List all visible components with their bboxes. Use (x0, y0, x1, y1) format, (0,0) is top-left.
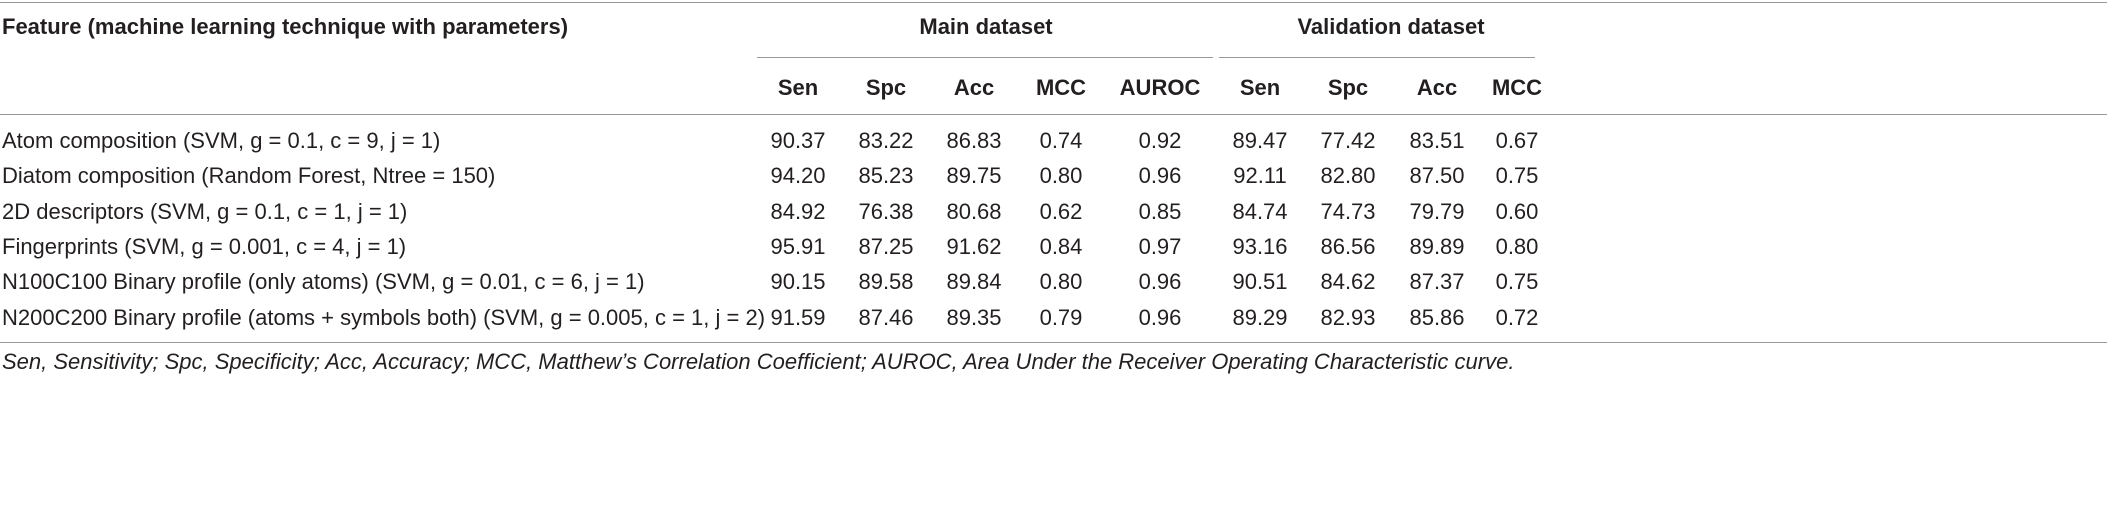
cell-value: 0.84 (1039, 233, 1083, 259)
cell-value: 80.68 (946, 198, 1002, 224)
cell-value: 90.51 (1232, 269, 1288, 295)
cell-value: 0.72 (1495, 304, 1539, 330)
cell-value: 0.60 (1495, 198, 1539, 224)
cell-value: 87.25 (858, 233, 914, 259)
cell-value: 90.37 (770, 128, 826, 153)
cell-value: 0.62 (1039, 198, 1083, 224)
row-feature: Diatom composition (Random Forest, Ntree… (2, 163, 496, 189)
cell-value: 91.59 (770, 304, 826, 330)
cell-value: 0.80 (1039, 269, 1083, 295)
row-feature: N100C100 Binary profile (only atoms) (SV… (2, 269, 645, 295)
cell-value: 89.75 (946, 163, 1002, 189)
cell-value: 95.91 (770, 233, 826, 259)
column-header: Sen (1239, 75, 1281, 100)
column-header: Acc (1416, 75, 1458, 100)
cell-value: 92.11 (1233, 163, 1287, 189)
cell-value: 0.67 (1495, 128, 1539, 153)
group-header: Main dataset (919, 14, 1053, 39)
cell-value: 83.22 (858, 128, 914, 153)
cell-value: 89.35 (946, 304, 1002, 330)
cell-value: 84.92 (770, 198, 826, 224)
row-feature: N200C200 Binary profile (atoms + symbols… (2, 304, 766, 330)
cell-value: 0.79 (1039, 304, 1083, 330)
column-header: Spc (1327, 75, 1369, 100)
row-feature: Atom composition (SVM, g = 0.1, c = 9, j… (2, 128, 441, 153)
cell-value: 89.47 (1232, 128, 1288, 153)
cell-value: 89.89 (1409, 233, 1465, 259)
cell-value: 85.23 (858, 163, 914, 189)
cell-value: 85.86 (1409, 304, 1465, 330)
footnote: Sen, Sensitivity; Spc, Specificity; Acc,… (2, 349, 1515, 374)
cell-value: 87.50 (1409, 163, 1465, 189)
cell-value: 0.74 (1039, 128, 1083, 153)
cell-value: 0.92 (1138, 128, 1182, 153)
cell-value: 84.62 (1320, 269, 1376, 295)
cell-value: 76.38 (858, 198, 914, 224)
cell-value: 0.80 (1039, 163, 1083, 189)
cell-value: 77.42 (1320, 128, 1376, 153)
cell-value: 0.96 (1138, 304, 1182, 330)
column-header: Acc (953, 75, 995, 100)
column-header: MCC (1491, 75, 1543, 100)
group-header: Validation dataset (1297, 14, 1485, 39)
row-feature: Fingerprints (SVM, g = 0.001, c = 4, j =… (2, 233, 407, 259)
column-header: Spc (865, 75, 907, 100)
cell-value: 93.16 (1232, 233, 1288, 259)
cell-value: 87.37 (1409, 269, 1465, 295)
group-rule (757, 57, 1213, 58)
cell-value: 94.20 (770, 163, 826, 189)
feature-header: Feature (machine learning technique with… (2, 14, 569, 39)
cell-value: 0.80 (1495, 233, 1539, 259)
cell-value: 82.93 (1320, 304, 1376, 330)
cell-value: 82.80 (1320, 163, 1376, 189)
column-header: MCC (1035, 75, 1087, 100)
header-rule (0, 114, 2107, 115)
row-feature: 2D descriptors (SVM, g = 0.1, c = 1, j =… (2, 198, 408, 224)
bottom-rule (0, 342, 2107, 343)
cell-value: 89.29 (1232, 304, 1288, 330)
cell-value: 90.15 (770, 269, 826, 295)
column-header: AUROC (1119, 75, 1201, 100)
cell-value: 86.56 (1320, 233, 1376, 259)
cell-value: 0.96 (1138, 163, 1182, 189)
cell-value: 74.73 (1320, 198, 1376, 224)
cell-value: 0.85 (1138, 198, 1182, 224)
cell-value: 0.96 (1138, 269, 1182, 295)
cell-value: 0.75 (1495, 269, 1539, 295)
cell-value: 86.83 (946, 128, 1002, 153)
cell-value: 91.62 (946, 233, 1002, 259)
cell-value: 89.84 (946, 269, 1002, 295)
cell-value: 0.75 (1495, 163, 1539, 189)
top-rule (0, 2, 2107, 3)
cell-value: 79.79 (1409, 198, 1465, 224)
cell-value: 83.51 (1409, 128, 1465, 153)
cell-value: 84.74 (1232, 198, 1288, 224)
cell-value: 87.46 (858, 304, 914, 330)
group-rule (1219, 57, 1535, 58)
cell-value: 89.58 (858, 269, 914, 295)
cell-value: 0.97 (1138, 233, 1182, 259)
column-header: Sen (777, 75, 819, 100)
